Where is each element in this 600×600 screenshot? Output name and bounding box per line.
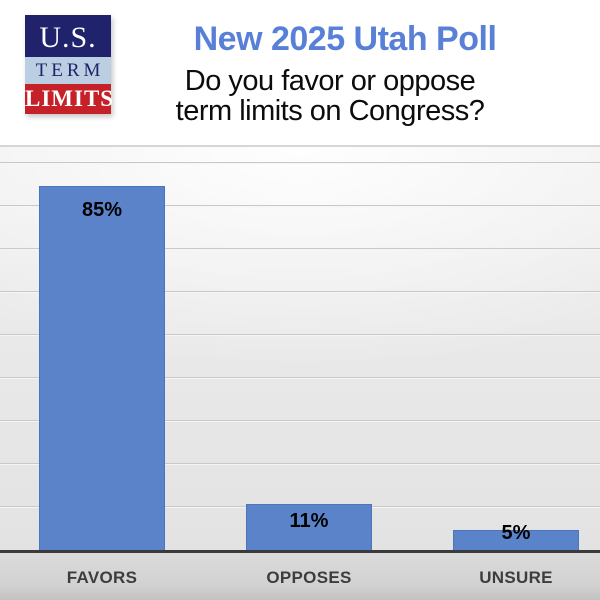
category-label-opposes: OPPOSES bbox=[266, 568, 352, 587]
gridline-70 bbox=[0, 248, 600, 250]
gridline-20 bbox=[0, 463, 600, 465]
logo-limits-text: LIMITS bbox=[25, 84, 113, 114]
bar-value-label-favors: 85% bbox=[81, 198, 123, 221]
x-axis-line bbox=[0, 550, 600, 553]
gridline-50 bbox=[0, 334, 600, 336]
ustl-logo: U.S. TERM LIMITS bbox=[25, 15, 113, 114]
poll-question-line2: term limits on Congress? bbox=[175, 95, 485, 127]
category-label-unsure: UNSURE bbox=[479, 568, 553, 587]
gridline-80 bbox=[0, 205, 600, 207]
x-axis-label-strip bbox=[0, 551, 600, 600]
bar-opposes: 11% bbox=[246, 503, 372, 551]
category-label-favors: FAVORS bbox=[66, 568, 138, 587]
page-title: New 2025 Utah Poll bbox=[193, 20, 497, 58]
gridline-30 bbox=[0, 420, 600, 422]
bar-chart: 85% 11% 5% FAVORS OPPOSES UNSURE bbox=[0, 145, 600, 600]
gridline-90 bbox=[0, 162, 600, 164]
bar-favors: 85% bbox=[39, 185, 165, 551]
bar-value-label-unsure: 5% bbox=[501, 521, 531, 544]
bar-value-label-opposes: 11% bbox=[289, 509, 329, 532]
poll-question: Do you favor or oppose term limits on Co… bbox=[60, 66, 600, 126]
bar-unsure: 5% bbox=[453, 522, 579, 551]
gridline-40 bbox=[0, 377, 600, 379]
header-titles: New 2025 Utah Poll Do you favor or oppos… bbox=[60, 0, 600, 126]
poll-question-line1: Do you favor or oppose bbox=[184, 65, 476, 97]
logo-us-text: U.S. bbox=[25, 15, 111, 57]
gridline-60 bbox=[0, 291, 600, 293]
logo-term-text: TERM bbox=[25, 57, 111, 84]
